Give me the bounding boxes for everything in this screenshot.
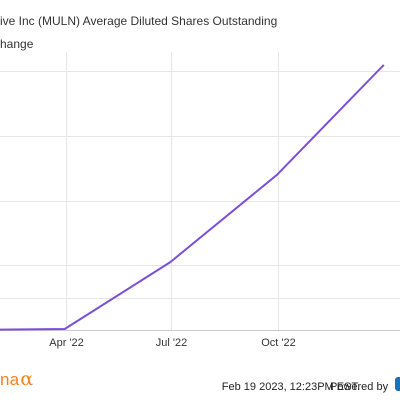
line-chart: Apr '22 Jul '22 Oct '22 <box>0 52 400 349</box>
x-axis: Apr '22 Jul '22 Oct '22 <box>0 330 400 349</box>
ycharts-logo[interactable]: naα <box>0 368 33 390</box>
gridlines <box>0 52 400 330</box>
series-line <box>0 64 385 331</box>
legend-series-label: ive Inc (MULN) Average Diluted Shares Ou… <box>0 14 278 28</box>
chart-legend: ive Inc (MULN) Average Diluted Shares Ou… <box>0 14 277 28</box>
timestamp: Feb 19 2023, 12:23PM EST. <box>221 381 360 393</box>
brand-logo-icon[interactable] <box>395 377 400 391</box>
legend-subtitle: hange <box>0 37 34 51</box>
chart-footer: naα Feb 19 2023, 12:23PM EST. Powered by <box>0 362 400 400</box>
logo-alpha-icon: α <box>20 368 34 390</box>
x-tick-label: Apr '22 <box>49 337 84 349</box>
x-tick-label: Jul '22 <box>156 337 187 349</box>
x-tick-label: Oct '22 <box>261 337 296 349</box>
series-layer <box>0 64 385 331</box>
powered-by: Powered by <box>330 381 388 393</box>
logo-text: na <box>0 370 20 389</box>
powered-by-label: Powered by <box>330 381 389 393</box>
